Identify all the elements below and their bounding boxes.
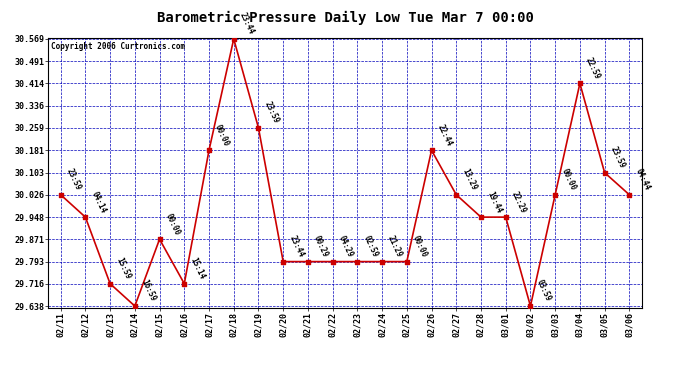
Text: 19:44: 19:44: [485, 190, 503, 214]
Point: [550, 192, 561, 198]
Point: [277, 259, 288, 265]
Text: 00:00: 00:00: [164, 211, 181, 236]
Text: 04:14: 04:14: [90, 190, 108, 214]
Point: [451, 192, 462, 198]
Text: 15:14: 15:14: [188, 256, 206, 281]
Text: 23:59: 23:59: [65, 167, 83, 192]
Text: 04:44: 04:44: [633, 167, 651, 192]
Text: 13:29: 13:29: [460, 167, 478, 192]
Point: [80, 214, 91, 220]
Point: [204, 147, 215, 153]
Text: Copyright 2006 Curtronics.com: Copyright 2006 Curtronics.com: [51, 42, 186, 51]
Point: [475, 214, 486, 220]
Point: [377, 259, 388, 265]
Text: 23:44: 23:44: [287, 234, 305, 259]
Text: 23:44: 23:44: [238, 11, 256, 36]
Point: [228, 36, 239, 42]
Text: 16:59: 16:59: [139, 279, 157, 303]
Point: [105, 280, 116, 286]
Point: [55, 192, 66, 198]
Text: 02:59: 02:59: [362, 234, 380, 259]
Point: [599, 170, 610, 176]
Point: [302, 259, 313, 265]
Text: Barometric Pressure Daily Low Tue Mar 7 00:00: Barometric Pressure Daily Low Tue Mar 7 …: [157, 11, 533, 26]
Text: 00:00: 00:00: [213, 123, 231, 147]
Point: [426, 147, 437, 153]
Text: 00:00: 00:00: [411, 234, 429, 259]
Point: [129, 303, 140, 309]
Point: [500, 214, 511, 220]
Text: 22:59: 22:59: [584, 56, 602, 81]
Text: 22:29: 22:29: [510, 190, 528, 214]
Point: [525, 303, 536, 309]
Point: [154, 236, 165, 242]
Point: [253, 125, 264, 131]
Text: 03:59: 03:59: [535, 279, 553, 303]
Text: 23:59: 23:59: [609, 145, 627, 170]
Text: 22:44: 22:44: [435, 123, 453, 147]
Point: [624, 192, 635, 198]
Point: [574, 80, 585, 86]
Text: 23:59: 23:59: [263, 100, 281, 125]
Text: 15:59: 15:59: [115, 256, 132, 281]
Text: 00:29: 00:29: [312, 234, 330, 259]
Point: [352, 259, 363, 265]
Point: [327, 259, 338, 265]
Text: 04:29: 04:29: [337, 234, 355, 259]
Point: [179, 280, 190, 286]
Point: [402, 259, 413, 265]
Text: 21:29: 21:29: [386, 234, 404, 259]
Text: 00:00: 00:00: [560, 167, 578, 192]
